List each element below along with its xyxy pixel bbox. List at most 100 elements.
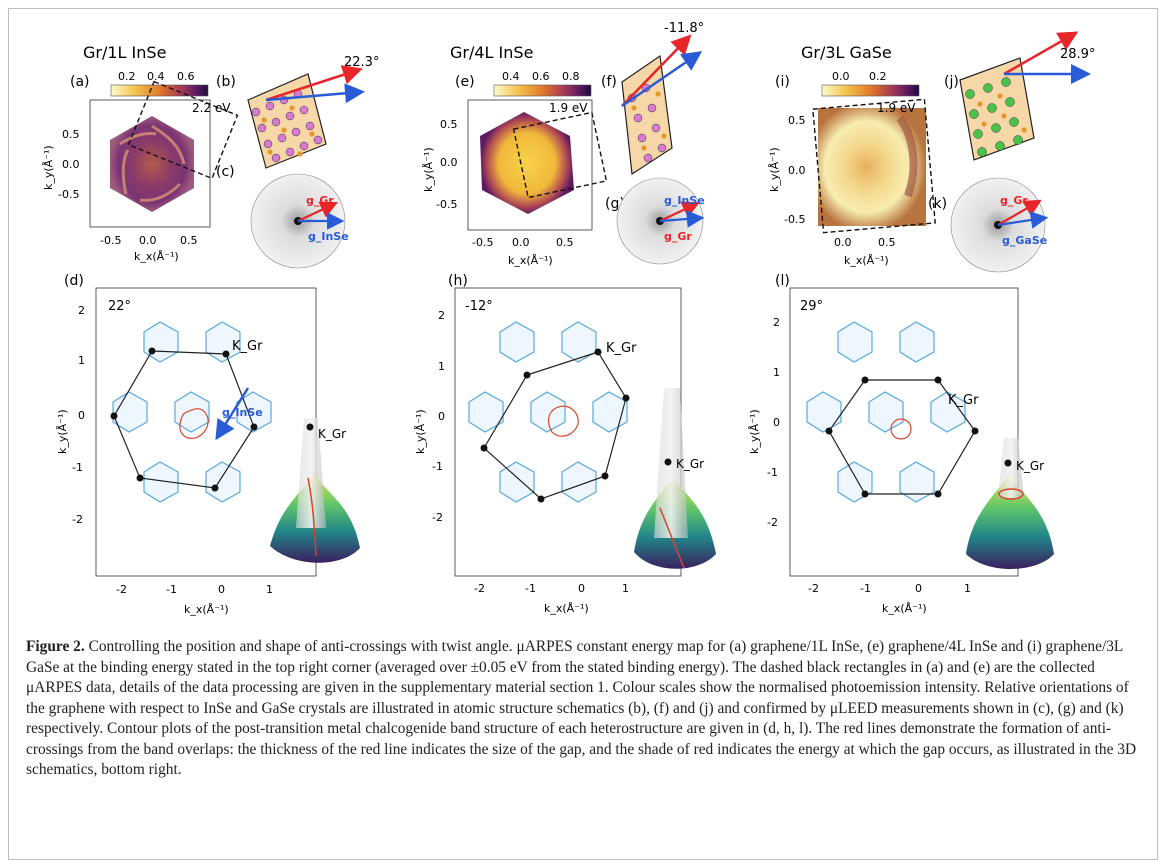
g-vector-label: g_InSe <box>222 406 263 419</box>
energy-label: 1.9 eV <box>877 101 916 115</box>
colorbar-tick: 0.8 <box>562 70 580 83</box>
colorbar <box>493 84 592 97</box>
arpes-map-e: 1.9 eV 0.5 0.0 -0.5 -0.5 0.0 0.5 k_x(Å⁻¹… <box>422 99 608 267</box>
column-title: Gr/4L InSe <box>450 43 533 62</box>
band-3d-schematic-3: K_Gr <box>966 438 1054 569</box>
k-gr-3d-label: K_Gr <box>676 457 704 471</box>
y-axis-label: k_y(Å⁻¹) <box>422 147 435 192</box>
y-tick: -2 <box>767 516 778 529</box>
x-axis-label: k_x(Å⁻¹) <box>544 602 589 615</box>
leed-g-label-blue: g_GaSe <box>1002 234 1047 247</box>
contour-angle: 22° <box>108 299 131 314</box>
energy-label: 2.2 eV <box>192 101 231 115</box>
y-tick: 0 <box>438 410 445 423</box>
panel-label-h: (h) <box>448 273 468 289</box>
y-tick: 0.0 <box>440 156 458 169</box>
colorbar-tick: 0.4 <box>502 70 520 83</box>
colorbar-tick: 0.4 <box>147 70 165 83</box>
colorbar-tick: 0.6 <box>532 70 550 83</box>
y-tick: -0.5 <box>58 188 79 201</box>
x-tick: -0.5 <box>472 236 493 249</box>
colorbar-tick: 0.0 <box>832 70 850 83</box>
caption-label: Figure 2. <box>26 638 85 655</box>
figure-panels: Gr/1L InSe (a) 0.2 0.4 0.6 2.2 eV 0.5 0.… <box>42 21 1095 616</box>
panel-label-a: (a) <box>70 74 90 90</box>
x-axis-label: k_x(Å⁻¹) <box>184 603 229 616</box>
panel-label-f: (f) <box>601 74 617 90</box>
y-axis-label: k_y(Å⁻¹) <box>414 409 427 454</box>
panel-label-e: (e) <box>455 74 475 90</box>
y-tick: 2 <box>438 309 445 322</box>
k-gr-label: K_Gr <box>606 341 637 356</box>
x-tick: 0.0 <box>834 236 852 249</box>
arpes-map-a: 2.2 eV 0.5 0.0 -0.5 -0.5 0.0 0.5 k_x(Å⁻¹… <box>42 80 239 263</box>
x-tick: 0 <box>218 583 225 596</box>
x-tick: -1 <box>860 582 871 595</box>
atomic-schematic-j: (j) 28.9° <box>944 31 1095 161</box>
y-tick: 0.0 <box>62 158 80 171</box>
x-tick: 0.5 <box>878 236 896 249</box>
y-tick: 1 <box>773 366 780 379</box>
panel-label-k: (k) <box>928 196 947 212</box>
x-tick: 0.5 <box>180 234 198 247</box>
x-axis-label: k_x(Å⁻¹) <box>844 254 889 267</box>
x-tick: -0.5 <box>100 234 121 247</box>
leed-g-label-red: g_Gr <box>664 230 692 243</box>
x-tick: 0.0 <box>512 236 530 249</box>
x-axis-label: k_x(Å⁻¹) <box>134 250 179 263</box>
leed-g-label-blue: g_InSe <box>308 230 349 243</box>
x-axis-label: k_x(Å⁻¹) <box>508 254 553 267</box>
y-tick: -2 <box>72 513 83 526</box>
y-tick: -1 <box>72 461 83 474</box>
y-tick: 0.0 <box>788 164 806 177</box>
x-tick: -1 <box>166 583 177 596</box>
leed-pattern-c: (c) g_Gr g_InSe <box>216 164 349 269</box>
column-3: Gr/3L GaSe (i) 0.0 0.2 1.9 eV 0.5 0.0 -0… <box>748 31 1095 615</box>
leed-g-label-blue: g_InSe <box>664 194 705 207</box>
atomic-schematic-f: (f) -11.8° <box>601 21 704 176</box>
x-tick: -1 <box>525 582 536 595</box>
y-tick: 2 <box>773 316 780 329</box>
y-tick: 0.5 <box>440 118 458 131</box>
twist-angle: 22.3° <box>344 55 379 70</box>
colorbar-tick: 0.2 <box>118 70 136 83</box>
colorbar <box>821 84 920 97</box>
x-tick: 1 <box>964 582 971 595</box>
leed-g-label-red: g_Gr <box>306 194 334 207</box>
y-tick: 0 <box>773 416 780 429</box>
twist-angle: 28.9° <box>1060 47 1095 62</box>
atomic-schematic-b: (b) 22.3° <box>216 55 379 169</box>
arpes-map-i: 1.9 eV 0.5 0.0 -0.5 0.0 0.5 k_x(Å⁻¹) k_y… <box>768 98 936 267</box>
column-1: Gr/1L InSe (a) 0.2 0.4 0.6 2.2 eV 0.5 0.… <box>42 43 379 616</box>
band-3d-schematic-1: K_Gr <box>270 418 360 563</box>
energy-label: 1.9 eV <box>549 101 588 115</box>
y-tick: -1 <box>432 460 443 473</box>
x-tick: 0 <box>578 582 585 595</box>
y-tick: 0.5 <box>788 114 806 127</box>
x-tick: 0.0 <box>139 234 157 247</box>
caption-text: Controlling the position and shape of an… <box>26 638 1137 778</box>
x-tick: 0.5 <box>556 236 574 249</box>
y-axis-label: k_y(Å⁻¹) <box>42 145 55 190</box>
contour-plot-d: (d) g_InSe 22° K_Gr 2 1 0 -1 -2 -2 <box>56 273 317 616</box>
k-gr-label: K_Gr <box>232 339 263 354</box>
twist-angle: -11.8° <box>664 21 704 36</box>
x-tick: 0 <box>915 582 922 595</box>
x-tick: -2 <box>808 582 819 595</box>
y-tick: -0.5 <box>784 213 805 226</box>
panel-label-c: (c) <box>216 164 235 180</box>
contour-angle: 29° <box>800 299 823 314</box>
panel-label-i: (i) <box>775 74 790 90</box>
x-tick: -2 <box>116 583 127 596</box>
x-axis-label: k_x(Å⁻¹) <box>882 602 927 615</box>
y-tick: -0.5 <box>436 198 457 211</box>
leed-pattern-k: (k) g_Gr g_GaSe <box>928 177 1049 273</box>
x-tick: 1 <box>266 583 273 596</box>
y-axis-label: k_y(Å⁻¹) <box>748 409 761 454</box>
k-gr-3d-label: K_Gr <box>1016 459 1044 473</box>
panel-label-b: (b) <box>216 74 236 90</box>
band-3d-schematic-2: K_Gr <box>634 388 716 569</box>
column-2: Gr/4L InSe (e) 0.4 0.6 0.8 1.9 eV 0.5 0.… <box>414 21 716 615</box>
k-gr-label: K_Gr <box>948 393 979 408</box>
y-tick: 1 <box>78 354 85 367</box>
